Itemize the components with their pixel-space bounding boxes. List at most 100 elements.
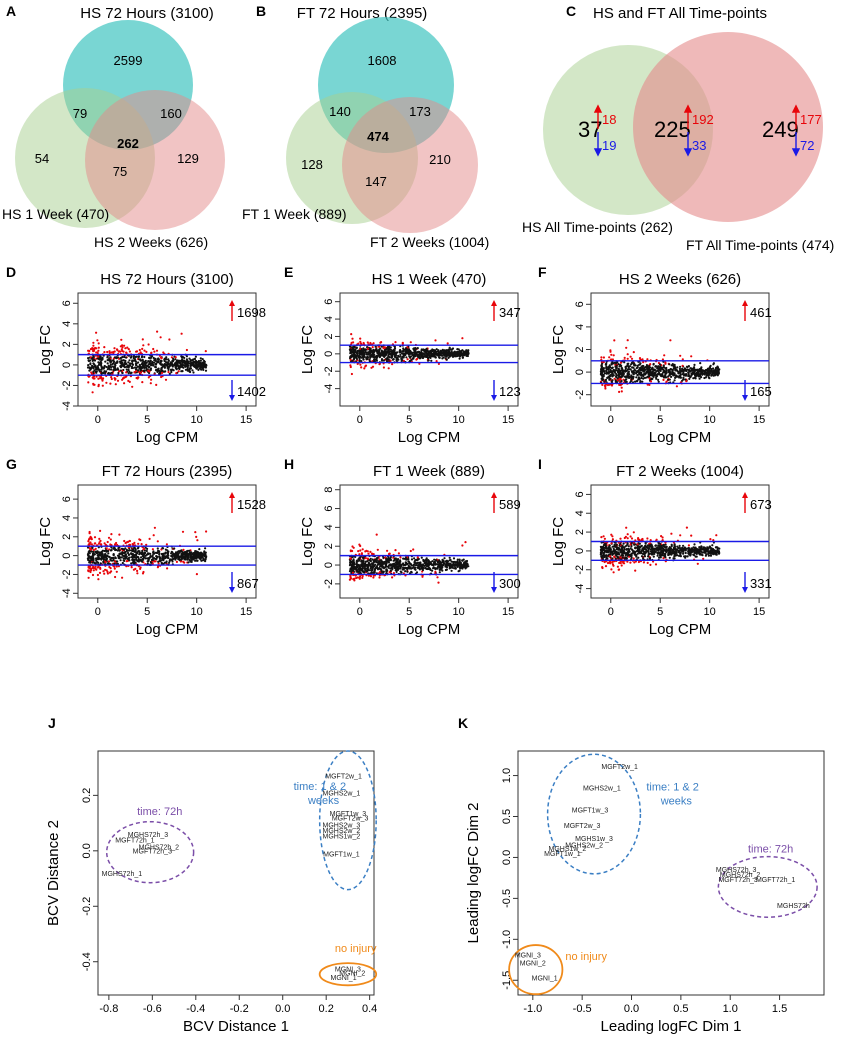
ma-point — [670, 532, 673, 535]
ma-point — [440, 352, 443, 355]
ma-point — [458, 559, 461, 562]
ma-point — [111, 365, 114, 368]
up-count: 1528 — [237, 497, 266, 512]
ma-point — [90, 558, 93, 561]
down-count: 300 — [499, 576, 521, 591]
ma-point — [185, 363, 188, 366]
ma-point — [630, 378, 633, 381]
ma-point — [185, 550, 189, 553]
ma-point — [109, 359, 112, 362]
ma-point — [421, 567, 424, 571]
ma-point — [179, 361, 182, 364]
x-tick-label: 10 — [191, 414, 203, 426]
ma-point — [91, 561, 94, 564]
ma-point — [123, 559, 126, 563]
ma-point — [658, 363, 662, 366]
ma-point — [613, 377, 616, 380]
venn-b-all: 474 — [367, 129, 389, 144]
down-arrow-head — [491, 587, 497, 593]
ma-point — [614, 379, 618, 382]
ma-point — [415, 351, 418, 354]
ma-point — [610, 380, 613, 383]
ma-point — [348, 345, 352, 348]
ma-point — [394, 341, 397, 344]
ma-point — [197, 361, 200, 364]
ma-point — [96, 573, 99, 577]
ma-point — [380, 345, 384, 348]
ma-point — [601, 362, 604, 365]
x-tick-label: 15 — [502, 414, 514, 426]
ma-point — [89, 567, 92, 570]
ma-point — [634, 569, 637, 572]
ma-point — [110, 366, 113, 369]
ma-point — [139, 566, 142, 569]
ma-point — [358, 557, 361, 560]
ma-point — [381, 563, 384, 566]
ma-point — [137, 355, 141, 358]
venn-c-center-total: 225 — [654, 117, 691, 142]
ma-point — [96, 366, 99, 369]
ma-point — [155, 362, 158, 365]
ma-point — [648, 383, 651, 386]
ma-point — [714, 370, 718, 373]
ma-point — [153, 350, 156, 353]
ma-point — [674, 376, 677, 379]
ma-point — [99, 539, 102, 543]
ma-point — [367, 568, 370, 572]
ma-point — [671, 369, 674, 372]
ma-point — [89, 541, 92, 544]
ma-point — [174, 356, 177, 359]
ma-point — [614, 371, 617, 374]
ma-point — [402, 359, 405, 362]
ma-point — [620, 364, 623, 368]
ma-point — [657, 378, 660, 381]
ma-point — [443, 557, 446, 560]
ma-point — [687, 371, 690, 374]
ma-point — [360, 360, 363, 363]
ma-point — [461, 337, 464, 340]
x-axis-label: Log CPM — [136, 429, 199, 446]
ma-point — [360, 349, 363, 352]
ma-point — [448, 348, 451, 351]
ma-point — [636, 374, 639, 377]
ma-point — [364, 557, 367, 560]
ma-point — [672, 367, 676, 370]
ma-point — [96, 357, 99, 360]
ma-point — [704, 369, 707, 372]
ma-point — [148, 370, 151, 373]
ma-point — [679, 365, 682, 368]
ma-point — [97, 385, 100, 388]
ma-point — [115, 356, 118, 359]
ma-point — [128, 362, 132, 365]
ma-point — [128, 553, 131, 556]
ma-point — [204, 547, 207, 550]
ma-point — [355, 568, 358, 571]
y-tick-label: 0 — [61, 362, 73, 368]
ma-point — [137, 369, 140, 372]
ma-point — [143, 556, 146, 559]
ma-point — [94, 542, 97, 545]
ma-point — [630, 374, 633, 377]
ma-point — [679, 376, 683, 379]
ma-point — [414, 564, 417, 567]
ma-point — [203, 551, 206, 554]
ma-point — [115, 548, 118, 552]
x-tick-label: 5 — [406, 606, 412, 618]
ma-point — [389, 359, 392, 362]
ma-point — [629, 380, 633, 383]
ma-point — [122, 376, 125, 380]
ma-point — [103, 351, 106, 354]
ma-point — [359, 363, 362, 366]
up-arrow-head — [742, 300, 748, 306]
ma-point — [381, 565, 384, 569]
ma-point — [86, 366, 90, 369]
ma-point — [394, 564, 397, 567]
ma-point — [96, 566, 99, 569]
ma-point — [121, 346, 124, 349]
ma-point — [402, 353, 406, 356]
x-tick-label: 15 — [753, 414, 765, 426]
ma-point — [600, 356, 603, 359]
ma-point — [455, 561, 458, 564]
